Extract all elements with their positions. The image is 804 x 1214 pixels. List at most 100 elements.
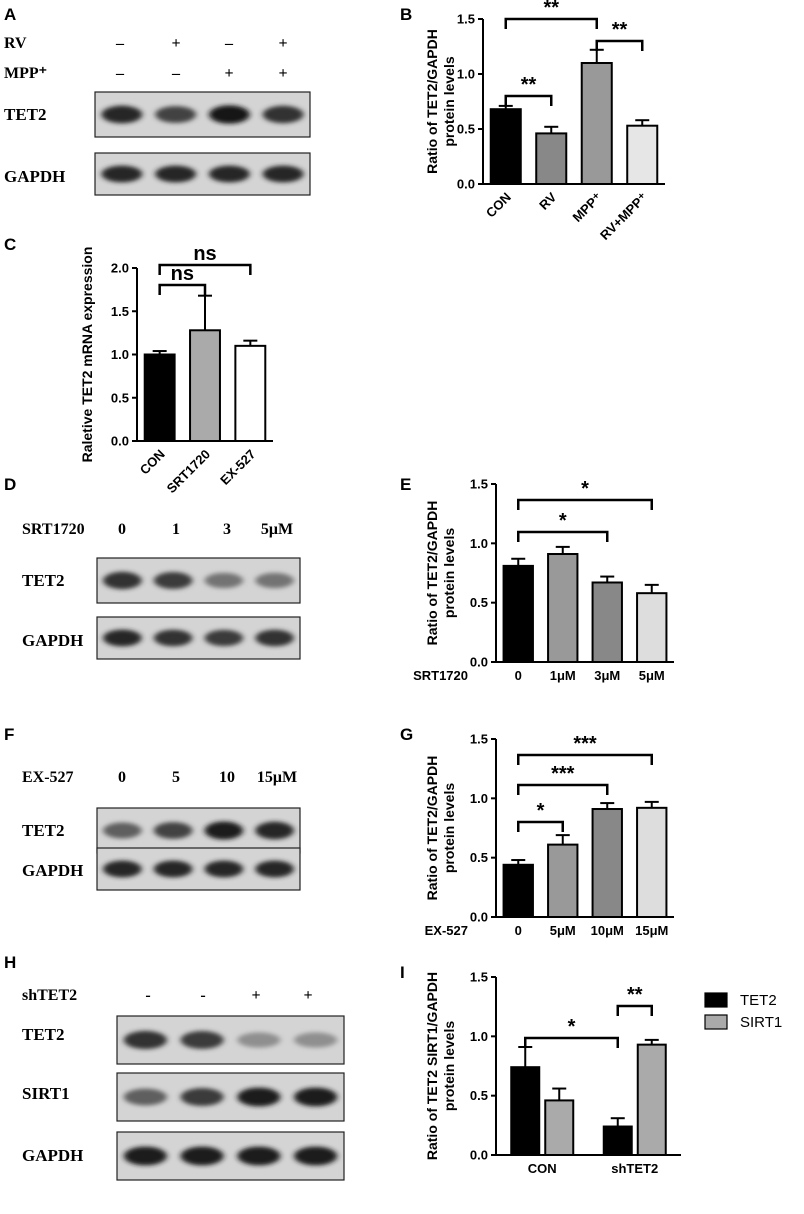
y-tick-label: 0.5 bbox=[111, 390, 129, 405]
bar bbox=[535, 132, 568, 185]
sign-mpp-2: – bbox=[171, 65, 181, 82]
dose-srt-5: 5μM bbox=[261, 521, 293, 538]
sign-sh-1: - bbox=[145, 987, 150, 1004]
blot-band bbox=[204, 629, 244, 647]
category-label: 3μM bbox=[594, 668, 620, 683]
y-axis-title: protein levels bbox=[441, 56, 457, 146]
significance-label: * bbox=[559, 510, 567, 532]
blot-band bbox=[255, 629, 294, 647]
blot-band bbox=[123, 1146, 167, 1166]
y-tick-label: 0.5 bbox=[470, 1088, 488, 1103]
significance-label: * bbox=[537, 800, 545, 822]
panel-letter-i: I bbox=[400, 963, 405, 982]
significance-bracket bbox=[595, 39, 644, 51]
y-tick-label: 0.0 bbox=[470, 910, 488, 925]
blot-gapdh-d bbox=[96, 616, 301, 660]
dose-ex-0: 0 bbox=[118, 769, 126, 786]
category-label: 0 bbox=[515, 923, 522, 938]
panel-a: A RV MPP⁺ – + – + – – + + TET2 GAPDH bbox=[4, 5, 311, 196]
bar bbox=[580, 62, 613, 185]
blot-label-gapdh-a: GAPDH bbox=[4, 167, 65, 186]
bar-sirt1 bbox=[544, 1099, 575, 1156]
dose-srt-3: 3 bbox=[223, 521, 231, 538]
sign-sh-2: - bbox=[200, 987, 205, 1004]
blot-gapdh-f bbox=[96, 847, 301, 891]
panel-d: D SRT1720 0 1 3 5μM TET2 GAPDH bbox=[4, 475, 301, 660]
category-label: 5μM bbox=[550, 923, 576, 938]
bar bbox=[591, 581, 623, 664]
significance-bracket bbox=[504, 17, 598, 29]
blot-band bbox=[123, 1030, 167, 1050]
blot-label-sirt1-h: SIRT1 bbox=[22, 1084, 70, 1103]
blot-band bbox=[208, 105, 250, 124]
blot-band bbox=[101, 105, 143, 124]
chart-b: 0.0 0.5 1.0 1.5 Ratio of TET2/GAPDH protein l… bbox=[424, 0, 665, 243]
chart-i: 0.0 0.5 1.0 1.5 Ratio of TET2 SIRT1/GAPDH pro… bbox=[424, 970, 782, 1177]
y-tick-label: 0.5 bbox=[457, 122, 475, 137]
blot-band bbox=[153, 629, 193, 647]
significance-label: ** bbox=[612, 19, 628, 41]
blot-tet2-d bbox=[96, 557, 301, 604]
bar bbox=[489, 108, 522, 185]
significance-label: *** bbox=[551, 763, 575, 785]
sign-rv-3: – bbox=[224, 35, 234, 52]
y-tick-label: 2.0 bbox=[111, 261, 129, 276]
sign-rv-4: + bbox=[278, 35, 287, 52]
bar-tet2 bbox=[602, 1125, 633, 1157]
y-axis-title: protein levels bbox=[441, 528, 457, 618]
blot-tet2-h bbox=[116, 1015, 345, 1065]
y-tick-label: 1.0 bbox=[111, 347, 129, 362]
blot-tet2-a bbox=[94, 91, 311, 138]
category-label: 10μM bbox=[591, 923, 624, 938]
sign-rv-1: – bbox=[115, 35, 125, 52]
significance-bracket bbox=[158, 263, 252, 275]
sign-sh-3: + bbox=[251, 987, 260, 1004]
blot-band bbox=[255, 821, 294, 840]
blot-band bbox=[237, 1032, 281, 1048]
blot-band bbox=[294, 1146, 338, 1166]
blot-gapdh-h bbox=[116, 1131, 345, 1181]
panel-letter-b: B bbox=[400, 5, 412, 24]
blot-label-tet2-d: TET2 bbox=[22, 571, 65, 590]
blot-band bbox=[155, 165, 197, 183]
x-axis-title: SRT1720 bbox=[413, 668, 468, 683]
dose-ex-15: 15μM bbox=[257, 769, 297, 786]
y-tick-label: 1.0 bbox=[457, 67, 475, 82]
sign-sh-4: + bbox=[303, 987, 312, 1004]
panel-letter-c: C bbox=[4, 235, 16, 254]
blot-band bbox=[180, 1031, 224, 1049]
sign-rv-2: + bbox=[171, 35, 180, 52]
category-label: 1μM bbox=[550, 668, 576, 683]
legend-label-sirt1: SIRT1 bbox=[740, 1014, 782, 1031]
panel-letter-d: D bbox=[4, 475, 16, 494]
y-tick-label: 0.0 bbox=[470, 1148, 488, 1163]
significance-label: ns bbox=[193, 243, 216, 265]
significance-label: ns bbox=[171, 263, 194, 285]
significance-label: *** bbox=[573, 733, 597, 755]
significance-bracket bbox=[517, 530, 609, 542]
category-label: 15μM bbox=[635, 923, 668, 938]
dose-srt-0: 0 bbox=[118, 521, 126, 538]
y-tick-label: 1.5 bbox=[470, 477, 488, 492]
chart-c: 0.0 0.5 1.0 1.5 2.0 Raletive TET2 mRNA expres… bbox=[79, 243, 273, 496]
category-label: RV+MPP⁺ bbox=[597, 189, 650, 242]
blot-band bbox=[180, 1146, 224, 1166]
blot-label-gapdh-f: GAPDH bbox=[22, 861, 83, 880]
panel-letter-a: A bbox=[4, 5, 16, 24]
category-label: CON bbox=[483, 190, 514, 221]
significance-bracket bbox=[504, 94, 553, 106]
blot-band bbox=[208, 165, 250, 183]
bar bbox=[547, 843, 579, 919]
category-label: shTET2 bbox=[611, 1161, 658, 1176]
category-label: CON bbox=[528, 1161, 557, 1176]
y-axis-title: Ratio of TET2/GAPDH bbox=[424, 501, 440, 646]
y-tick-label: 0.5 bbox=[470, 850, 488, 865]
blot-band bbox=[103, 860, 142, 878]
condition-label-rv: RV bbox=[4, 35, 27, 52]
category-label: EX-527 bbox=[217, 447, 258, 488]
panel-letter-g: G bbox=[400, 725, 413, 744]
blot-band bbox=[237, 1146, 281, 1166]
bar bbox=[234, 344, 267, 443]
bar bbox=[636, 806, 668, 918]
blot-sirt1-h bbox=[116, 1072, 345, 1122]
